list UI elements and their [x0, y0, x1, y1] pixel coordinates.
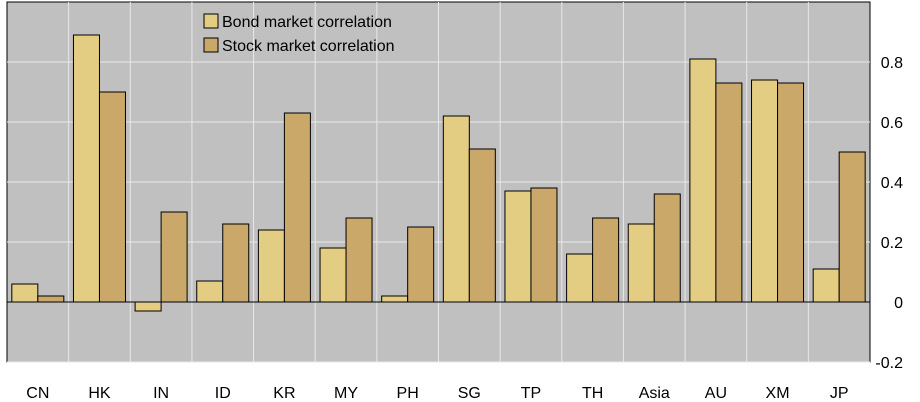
x-tick-label: PH [397, 385, 419, 402]
x-tick-label: ID [215, 385, 231, 402]
y-tick-label: 0.8 [881, 55, 903, 72]
bar-asia-stock [653, 193, 681, 303]
y-tick-label: 0.6 [881, 115, 903, 132]
x-tick-label: XM [766, 385, 790, 402]
bar-cn-stock [37, 295, 65, 303]
bar-tp-bond [504, 190, 532, 303]
bar-asia-bond [627, 223, 655, 303]
bar-in-bond [134, 301, 162, 312]
y-tick-label: -0.2 [875, 355, 903, 372]
bar-id-bond [196, 280, 224, 303]
bar-in-stock [160, 211, 188, 303]
x-tick-label: KR [273, 385, 295, 402]
bar-id-stock [222, 223, 250, 303]
y-tick-label: 0 [894, 295, 903, 312]
bar-ph-bond [381, 295, 409, 303]
bar-jp-bond [812, 268, 840, 303]
x-tick-label: TH [582, 385, 603, 402]
x-tick-label: TP [521, 385, 541, 402]
bar-sg-bond [442, 115, 470, 303]
bar-au-stock [715, 82, 743, 303]
y-tick-label: 0.2 [881, 235, 903, 252]
legend-swatch [203, 37, 219, 53]
bars [11, 34, 866, 312]
bar-jp-stock [838, 151, 866, 303]
x-tick-label: CN [26, 385, 49, 402]
bar-sg-stock [468, 148, 496, 303]
bar-my-stock [345, 217, 373, 303]
x-tick-label: HK [88, 385, 111, 402]
legend-swatch [203, 13, 219, 29]
x-tick-label: JP [830, 385, 849, 402]
x-tick-label: IN [153, 385, 169, 402]
bar-th-stock [592, 217, 620, 303]
y-tick-label: 0.4 [881, 175, 903, 192]
bar-au-bond [689, 58, 717, 303]
bar-xm-bond [751, 79, 779, 303]
x-axis-ticks: CN HK IN ID KR MY PH SG TP TH Asia AU XM JP [26, 385, 848, 402]
x-tick-label: AU [705, 385, 727, 402]
x-tick-label: SG [458, 385, 481, 402]
bar-tp-stock [530, 187, 558, 303]
x-tick-label: Asia [639, 385, 670, 402]
legend-label: Bond market correlation [222, 14, 392, 31]
y-axis-ticks: -0.2 0 0.2 0.4 0.6 0.8 [875, 55, 903, 372]
x-tick-label: MY [334, 385, 358, 402]
bar-kr-stock [283, 112, 311, 303]
bar-my-bond [319, 247, 347, 303]
bar-hk-stock [98, 91, 126, 303]
bar-kr-bond [257, 229, 285, 303]
bar-hk-bond [72, 34, 100, 303]
bar-ph-stock [407, 226, 435, 303]
legend: Bond market correlation Stock market corr… [203, 13, 395, 55]
bar-th-bond [566, 253, 594, 303]
bar-xm-stock [777, 82, 805, 303]
bar-cn-bond [11, 283, 39, 303]
legend-label: Stock market correlation [222, 38, 395, 55]
